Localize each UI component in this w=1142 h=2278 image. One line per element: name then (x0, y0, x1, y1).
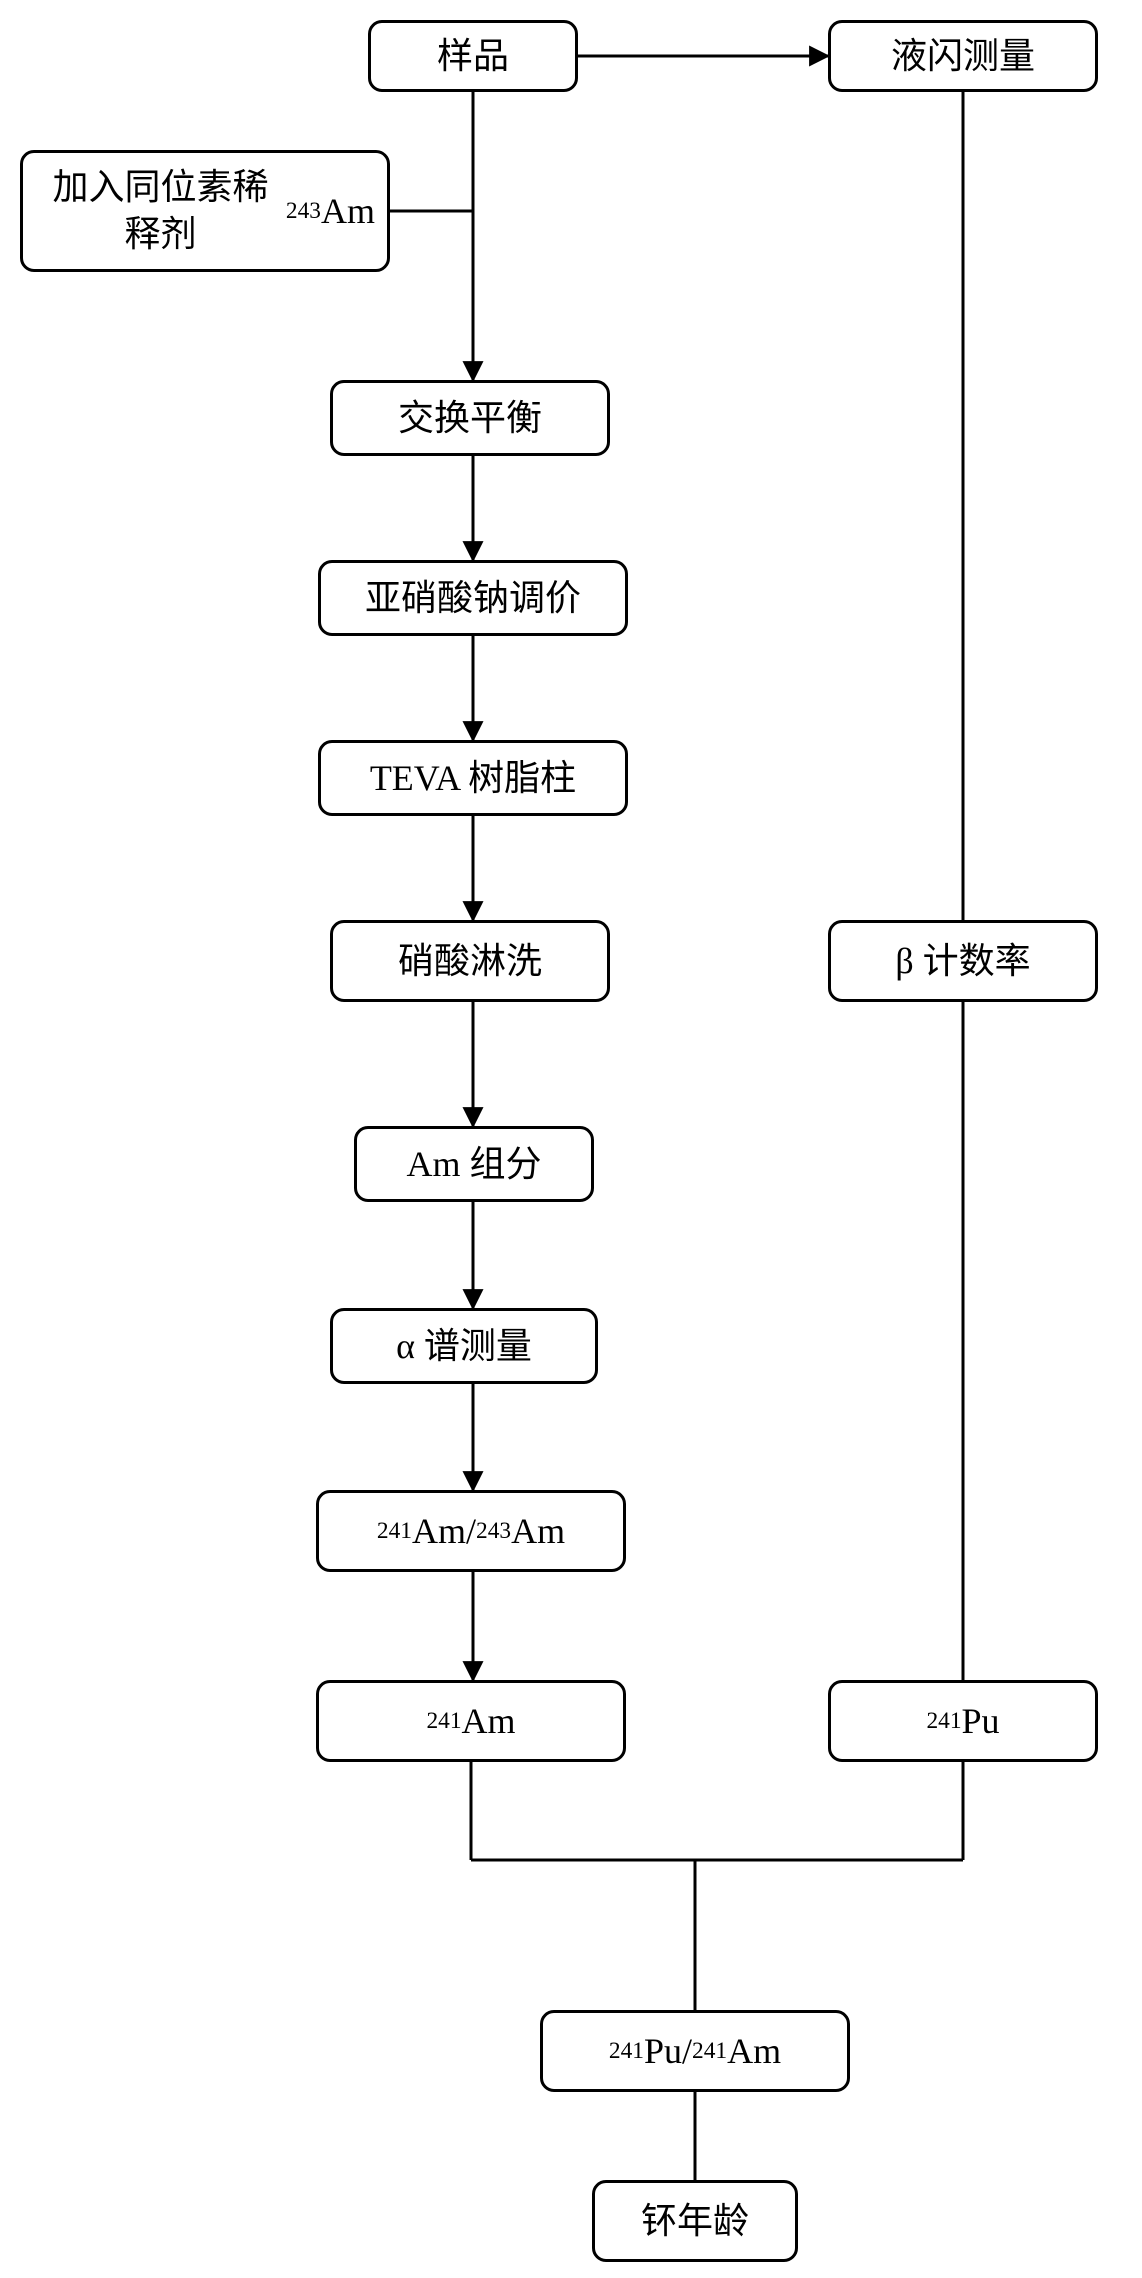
node-pu241: 241Pu (828, 1680, 1098, 1762)
node-rinse: 硝酸淋洗 (330, 920, 610, 1002)
node-beta: β 计数率 (828, 920, 1098, 1002)
node-equilibrium: 交换平衡 (330, 380, 610, 456)
node-ratio_puam: 241Pu/241Am (540, 2010, 850, 2092)
node-spike: 加入同位素稀释剂243Am (20, 150, 390, 272)
node-valence: 亚硝酸钠调价 (318, 560, 628, 636)
node-teva: TEVA 树脂柱 (318, 740, 628, 816)
node-sample: 样品 (368, 20, 578, 92)
node-am_fraction: Am 组分 (354, 1126, 594, 1202)
node-lsc: 液闪测量 (828, 20, 1098, 92)
node-ratio_am: 241Am/243Am (316, 1490, 626, 1572)
node-alpha: α 谱测量 (330, 1308, 598, 1384)
node-am241: 241Am (316, 1680, 626, 1762)
node-age: 钚年龄 (592, 2180, 798, 2262)
